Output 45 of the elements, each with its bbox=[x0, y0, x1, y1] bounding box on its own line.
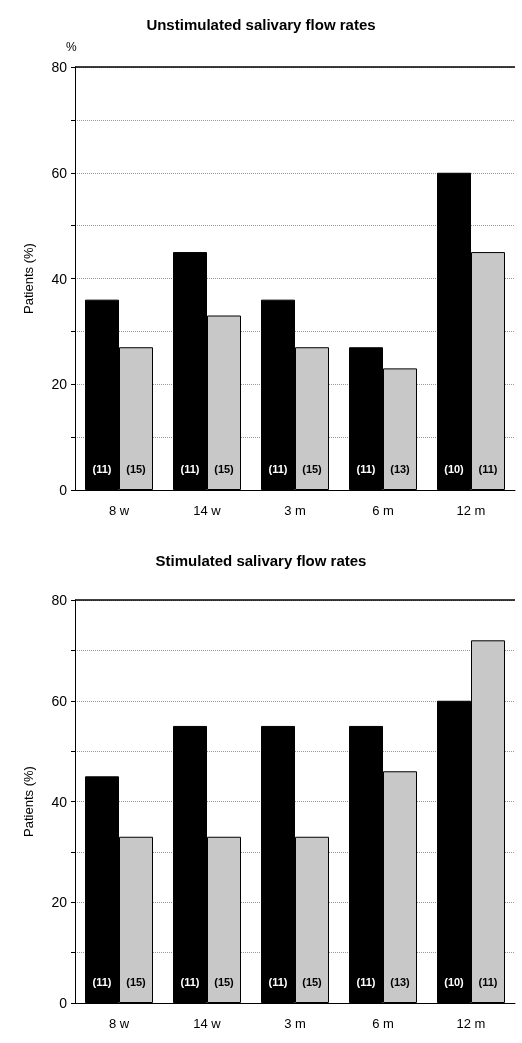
annotation: (11) bbox=[478, 462, 498, 475]
x-tick-label: 14 w bbox=[193, 1016, 222, 1031]
annotation: (11) bbox=[92, 976, 112, 989]
x-tick-label: 6 m bbox=[372, 503, 394, 518]
chart-title: Unstimulated salivary flow rates bbox=[146, 16, 376, 33]
y-tick-label: 80 bbox=[51, 59, 68, 75]
annotation: (11) bbox=[478, 976, 498, 989]
x-tick-label: 6 m bbox=[372, 1016, 394, 1031]
x-tick-label: 12 m bbox=[456, 503, 486, 518]
annotation: (13) bbox=[390, 976, 411, 989]
y-axis-title: Patients (%) bbox=[21, 243, 36, 314]
y-tick-label: 0 bbox=[59, 995, 68, 1011]
annotation: (15) bbox=[126, 976, 147, 989]
annotation: (15) bbox=[302, 462, 323, 475]
annotation: (15) bbox=[126, 462, 147, 475]
y-tick-label: 60 bbox=[51, 692, 68, 709]
x-tick-label: 14 w bbox=[193, 503, 222, 518]
chart-title: Stimulated salivary flow rates bbox=[155, 552, 367, 569]
x-tick-label: 3 m bbox=[284, 1016, 306, 1031]
annotation: (15) bbox=[302, 976, 323, 989]
annotation: (11) bbox=[268, 976, 288, 989]
annotation: (11) bbox=[180, 462, 200, 475]
x-tick-label: 8 w bbox=[108, 1016, 130, 1031]
y-tick-label: 60 bbox=[51, 164, 68, 181]
annotation: (11) bbox=[268, 462, 288, 475]
x-tick-label: 3 m bbox=[284, 503, 306, 518]
annotation: (11) bbox=[180, 976, 200, 989]
annotation: (11) bbox=[356, 462, 376, 475]
y-tick-label: 40 bbox=[51, 793, 68, 810]
annotation: (10) bbox=[444, 462, 465, 475]
y-axis-title: Patients (%) bbox=[21, 766, 36, 837]
annotation: (11) bbox=[92, 462, 112, 475]
x-tick-label: 8 w bbox=[108, 503, 130, 518]
y-tick-label: 20 bbox=[51, 894, 68, 911]
y-tick-label: 20 bbox=[51, 376, 68, 393]
y-tick-label: 40 bbox=[51, 270, 68, 287]
x-tick-label: 12 m bbox=[456, 1016, 486, 1031]
annotation: (11) bbox=[356, 976, 376, 989]
annotation: (13) bbox=[390, 462, 411, 475]
y-tick-label: 0 bbox=[59, 482, 68, 498]
annotation: (15) bbox=[214, 462, 235, 475]
annotation: (10) bbox=[444, 976, 465, 989]
annotation: (15) bbox=[214, 976, 235, 989]
y-tick-label: 80 bbox=[51, 592, 68, 608]
text: % bbox=[66, 40, 77, 54]
